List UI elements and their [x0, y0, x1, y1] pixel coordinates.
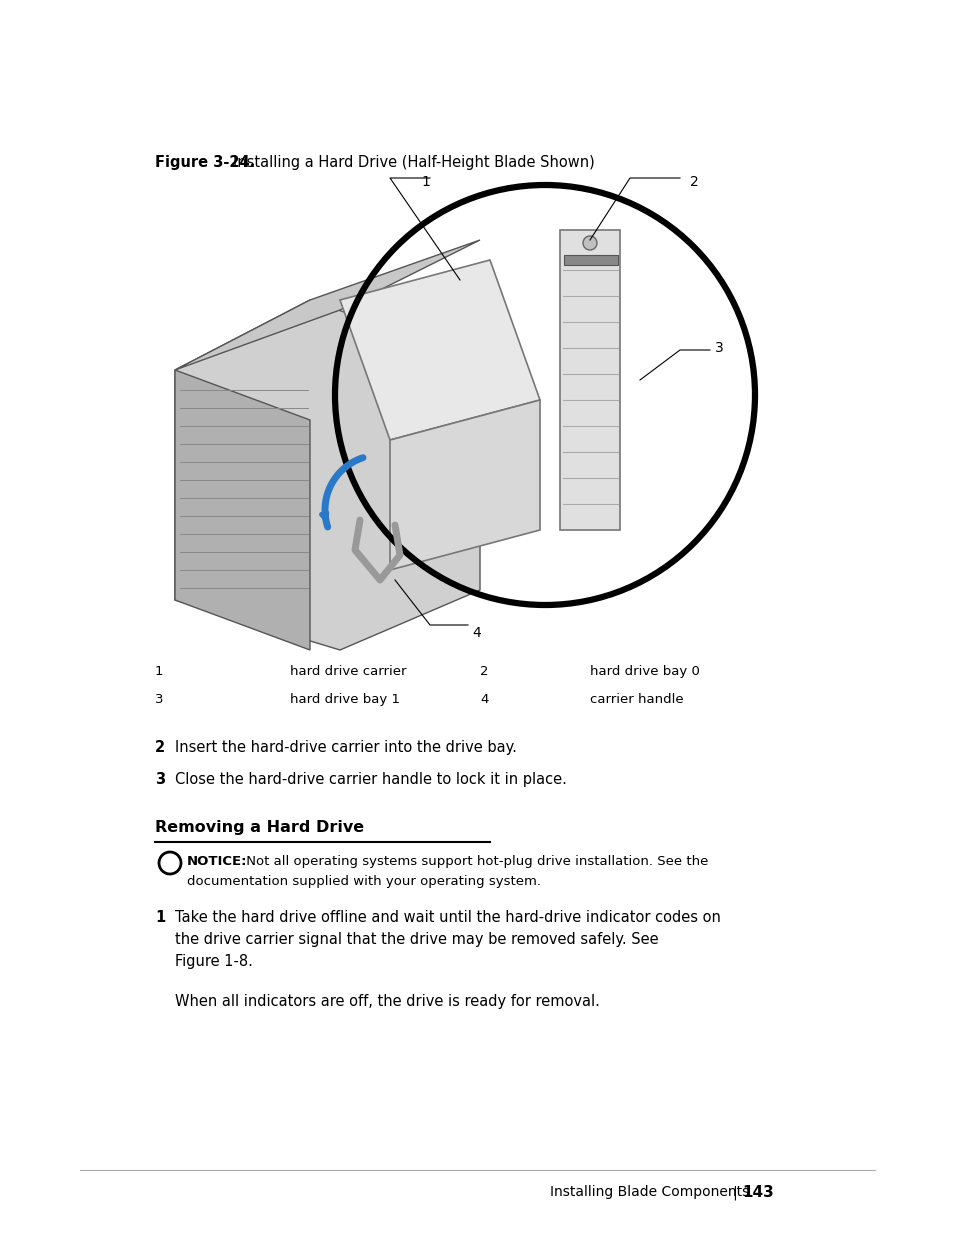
Circle shape [582, 236, 597, 249]
Text: hard drive bay 0: hard drive bay 0 [589, 664, 700, 678]
Text: 143: 143 [741, 1186, 773, 1200]
Text: Removing a Hard Drive: Removing a Hard Drive [154, 820, 364, 835]
Text: hard drive carrier: hard drive carrier [290, 664, 406, 678]
Text: |: | [720, 1186, 737, 1199]
Text: Figure 1-8.: Figure 1-8. [174, 953, 253, 969]
Polygon shape [390, 400, 539, 571]
Polygon shape [559, 230, 619, 530]
Text: hard drive bay 1: hard drive bay 1 [290, 693, 399, 706]
Circle shape [159, 852, 181, 874]
Text: When all indicators are off, the drive is ready for removal.: When all indicators are off, the drive i… [174, 994, 599, 1009]
Text: 1: 1 [154, 910, 165, 925]
Text: 2: 2 [689, 175, 698, 189]
Text: Not all operating systems support hot-plug drive installation. See the: Not all operating systems support hot-pl… [242, 855, 708, 868]
Text: 4: 4 [479, 693, 488, 706]
Text: Figure 3-24.: Figure 3-24. [154, 156, 255, 170]
Text: documentation supplied with your operating system.: documentation supplied with your operati… [187, 876, 540, 888]
Polygon shape [339, 261, 539, 440]
Polygon shape [174, 240, 479, 370]
Text: carrier handle: carrier handle [589, 693, 683, 706]
Polygon shape [563, 254, 618, 266]
Text: the drive carrier signal that the drive may be removed safely. See: the drive carrier signal that the drive … [174, 932, 658, 947]
Text: 2: 2 [154, 740, 165, 755]
Polygon shape [174, 300, 479, 650]
Text: Close the hard-drive carrier handle to lock it in place.: Close the hard-drive carrier handle to l… [174, 772, 566, 787]
Text: Insert the hard-drive carrier into the drive bay.: Insert the hard-drive carrier into the d… [174, 740, 517, 755]
Text: 4: 4 [472, 626, 480, 640]
Text: 3: 3 [154, 772, 165, 787]
Text: Installing Blade Components: Installing Blade Components [550, 1186, 748, 1199]
Text: Installing a Hard Drive (Half-Height Blade Shown): Installing a Hard Drive (Half-Height Bla… [233, 156, 594, 170]
Text: 2: 2 [479, 664, 488, 678]
Text: 3: 3 [154, 693, 163, 706]
Text: 1: 1 [154, 664, 163, 678]
Polygon shape [174, 370, 310, 650]
Text: Take the hard drive offline and wait until the hard-drive indicator codes on: Take the hard drive offline and wait unt… [174, 910, 720, 925]
Text: NOTICE:: NOTICE: [187, 855, 247, 868]
Text: 3: 3 [714, 341, 723, 354]
Text: 1: 1 [421, 175, 430, 189]
